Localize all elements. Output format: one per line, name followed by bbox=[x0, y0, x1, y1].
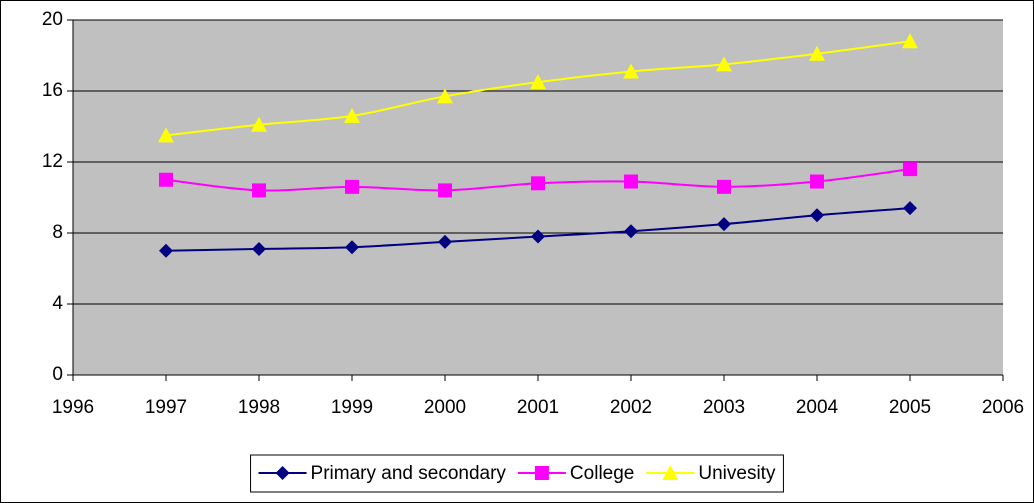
y-tick-label: 4 bbox=[52, 293, 63, 314]
x-tick-label: 2006 bbox=[982, 397, 1024, 418]
marker bbox=[437, 88, 453, 104]
marker bbox=[810, 174, 824, 189]
marker bbox=[530, 74, 546, 90]
marker bbox=[438, 234, 452, 249]
x-tick-label: 2000 bbox=[424, 397, 466, 418]
marker bbox=[716, 56, 732, 72]
marker bbox=[345, 240, 359, 255]
x-tick-label: 2002 bbox=[610, 397, 652, 418]
marker bbox=[252, 183, 266, 198]
marker bbox=[534, 466, 549, 480]
marker bbox=[344, 107, 360, 123]
marker bbox=[159, 243, 173, 258]
x-tick-label: 1999 bbox=[331, 397, 373, 418]
marker bbox=[624, 174, 638, 189]
y-tick-label: 8 bbox=[52, 222, 63, 243]
marker bbox=[438, 183, 452, 198]
marker bbox=[809, 45, 825, 61]
marker bbox=[159, 172, 173, 187]
marker bbox=[624, 224, 638, 239]
legend-label: Primary and secondary bbox=[311, 463, 507, 484]
x-tick-label: 1998 bbox=[238, 397, 280, 418]
marker bbox=[531, 176, 545, 191]
x-tick-label: 1996 bbox=[52, 397, 94, 418]
marker bbox=[902, 33, 918, 49]
y-tick-label: 12 bbox=[42, 151, 63, 172]
x-tick-label: 2001 bbox=[517, 397, 559, 418]
x-tick-label: 2004 bbox=[796, 397, 839, 418]
marker bbox=[251, 116, 267, 132]
x-tick-label: 2003 bbox=[703, 397, 745, 418]
legend-label: College bbox=[570, 463, 634, 484]
y-tick-label: 16 bbox=[42, 80, 63, 101]
marker bbox=[345, 179, 359, 194]
legend-label: Univesity bbox=[698, 463, 776, 484]
y-tick-label: 20 bbox=[42, 9, 63, 30]
y-tick-label: 0 bbox=[52, 364, 63, 385]
marker bbox=[531, 229, 545, 244]
marker bbox=[903, 201, 917, 216]
marker bbox=[903, 162, 917, 177]
marker bbox=[717, 217, 731, 232]
marker bbox=[623, 63, 639, 79]
marker bbox=[717, 179, 731, 194]
marker bbox=[252, 241, 266, 256]
legend-box bbox=[250, 454, 784, 493]
legend: Primary and secondary College Univesity bbox=[250, 454, 784, 493]
marker bbox=[662, 465, 679, 480]
marker bbox=[810, 208, 824, 223]
x-tick-label: 2005 bbox=[889, 397, 931, 418]
x-tick-label: 1997 bbox=[145, 397, 187, 418]
marker bbox=[275, 466, 290, 480]
plot-area bbox=[73, 20, 1003, 375]
marker bbox=[158, 127, 174, 143]
